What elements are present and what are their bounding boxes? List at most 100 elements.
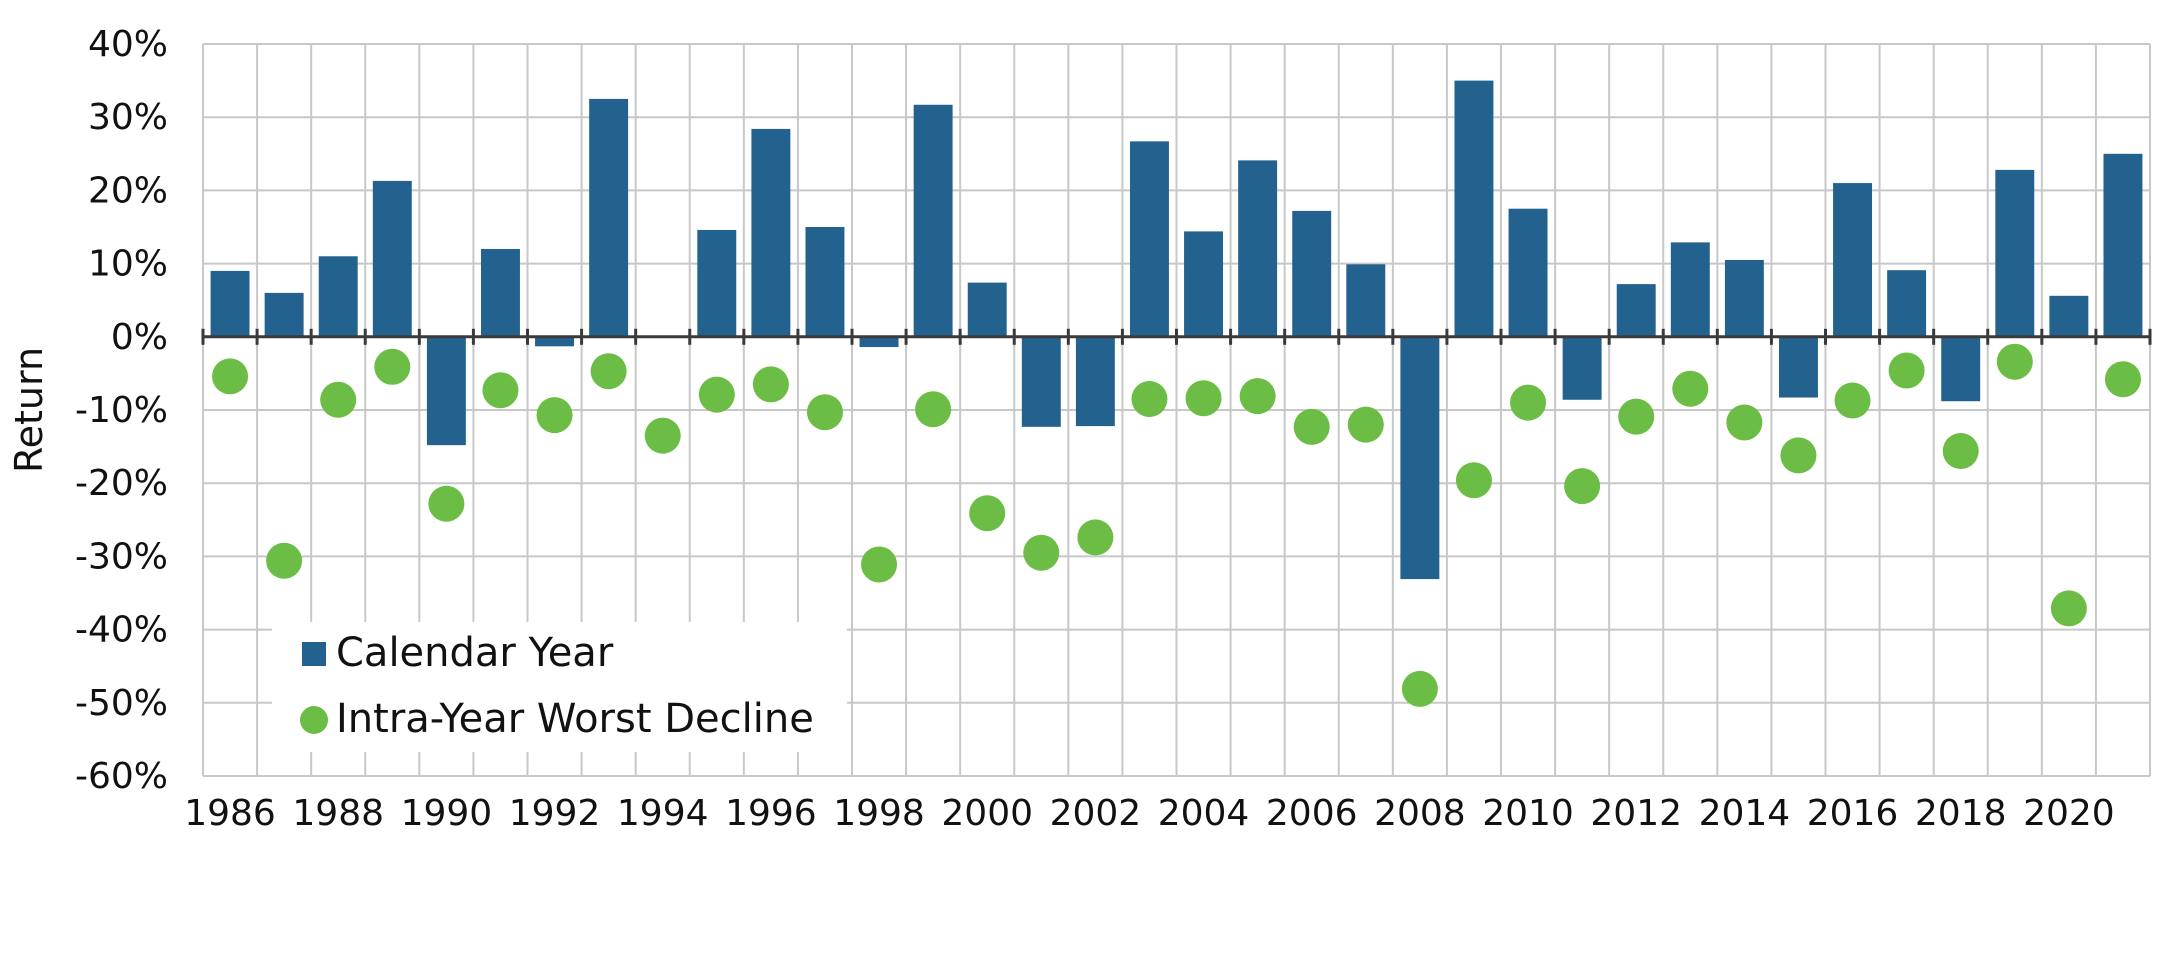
point-1997	[806, 394, 843, 431]
bar-2008	[1400, 336, 1440, 580]
x-tick-label: 2006	[1266, 793, 1358, 834]
x-tick-label: 2008	[1374, 793, 1466, 834]
point-2005	[1239, 378, 1276, 415]
point-1998	[861, 546, 898, 583]
x-tick-label: 1996	[725, 793, 817, 834]
x-tick-label: 2004	[1158, 793, 1250, 834]
bar-2018	[1941, 336, 1981, 402]
point-2009	[1455, 462, 1492, 499]
y-tick-label: -20%	[75, 463, 168, 504]
bar-1988	[318, 256, 358, 337]
bar-2017	[1887, 270, 1927, 337]
x-tick-label: 2012	[1590, 793, 1682, 834]
point-1999	[915, 391, 952, 428]
bar-1996	[751, 128, 791, 337]
bar-2000	[967, 282, 1007, 337]
legend-label-intra-year-worst-decline: Intra-Year Worst Decline	[336, 696, 814, 742]
bar-1987	[264, 292, 304, 337]
bar-2015	[1778, 336, 1818, 398]
point-2017	[1888, 352, 1925, 389]
bar-2002	[1075, 336, 1115, 427]
bar-1989	[372, 180, 412, 337]
point-1988	[320, 381, 357, 418]
x-tick-label: 1994	[617, 793, 709, 834]
point-2012	[1618, 398, 1655, 435]
axes	[201, 328, 2152, 345]
bar-2021	[2103, 153, 2143, 337]
point-1996	[752, 366, 789, 403]
y-tick-label: 40%	[88, 24, 168, 65]
bar-1986	[210, 270, 250, 337]
point-1993	[590, 353, 627, 390]
legend-box	[272, 622, 847, 752]
point-1995	[698, 376, 735, 413]
bar-1997	[805, 227, 845, 337]
scatter-series-intra-year-worst-decline	[212, 343, 2141, 707]
tick-labels: 40% 30% 20% 10% 0% -10% -20% -30% -40% -50% -60% 19…	[75, 24, 2115, 834]
y-tick-label: -10%	[75, 390, 168, 431]
point-2006	[1293, 408, 1330, 445]
legend-swatch-intra-year-worst-decline	[300, 706, 328, 734]
point-1992	[536, 397, 573, 434]
x-tick-label: 2014	[1699, 793, 1791, 834]
bar-1993	[589, 98, 629, 337]
bar-2009	[1454, 80, 1494, 337]
bar-1999	[913, 104, 953, 337]
x-tick-label: 1988	[292, 793, 384, 834]
x-tick-label: 2000	[941, 793, 1033, 834]
x-tick-label: 1990	[401, 793, 493, 834]
bar-1992	[535, 336, 575, 347]
point-2004	[1185, 380, 1222, 417]
y-tick-label: -60%	[75, 756, 168, 797]
point-2018	[1942, 432, 1979, 469]
legend-swatch-calendar-year	[302, 642, 326, 666]
bar-1991	[480, 248, 520, 337]
point-2016	[1834, 382, 1871, 419]
legend: Calendar Year Intra-Year Worst Decline	[272, 622, 847, 752]
y-tick-label: -40%	[75, 610, 168, 651]
y-tick-label: 0%	[111, 317, 168, 358]
x-tick-label: 2016	[1807, 793, 1899, 834]
point-1990	[428, 485, 465, 522]
x-tick-label: 2020	[2023, 793, 2115, 834]
bar-2012	[1616, 284, 1656, 337]
point-2020	[2050, 590, 2087, 627]
point-2008	[1401, 670, 1438, 707]
point-2000	[969, 495, 1006, 532]
bar-2016	[1833, 183, 1873, 337]
point-2019	[1996, 343, 2033, 380]
point-2011	[1564, 468, 1601, 505]
point-1986	[212, 358, 249, 395]
bar-2005	[1238, 160, 1278, 337]
point-2010	[1510, 384, 1547, 421]
x-tick-label: 2010	[1482, 793, 1574, 834]
y-tick-label: 30%	[88, 97, 168, 138]
x-tick-label: 1998	[833, 793, 925, 834]
y-tick-label: 20%	[88, 170, 168, 211]
bar-2019	[1995, 169, 2035, 337]
bar-2011	[1562, 336, 1602, 400]
point-2015	[1780, 437, 1817, 474]
bar-1990	[426, 336, 466, 446]
bar-series-calendar-year	[210, 80, 2143, 580]
point-2002	[1077, 519, 1114, 556]
x-tick-label: 2002	[1050, 793, 1142, 834]
bar-1995	[697, 229, 737, 337]
point-2003	[1131, 381, 1168, 418]
x-tick-label: 1986	[184, 793, 276, 834]
y-tick-label: 10%	[88, 244, 168, 285]
bar-2003	[1129, 141, 1169, 337]
point-2021	[2104, 361, 2141, 398]
legend-label-calendar-year: Calendar Year	[336, 630, 614, 676]
point-1989	[374, 348, 411, 385]
point-1991	[482, 372, 519, 409]
point-2014	[1726, 404, 1763, 441]
y-axis-title: Return	[7, 347, 51, 473]
bar-2014	[1724, 259, 1764, 337]
point-2013	[1672, 370, 1709, 407]
bar-2007	[1346, 264, 1386, 337]
point-1994	[644, 417, 681, 454]
bar-2020	[2049, 295, 2089, 337]
y-tick-label: -30%	[75, 536, 168, 577]
